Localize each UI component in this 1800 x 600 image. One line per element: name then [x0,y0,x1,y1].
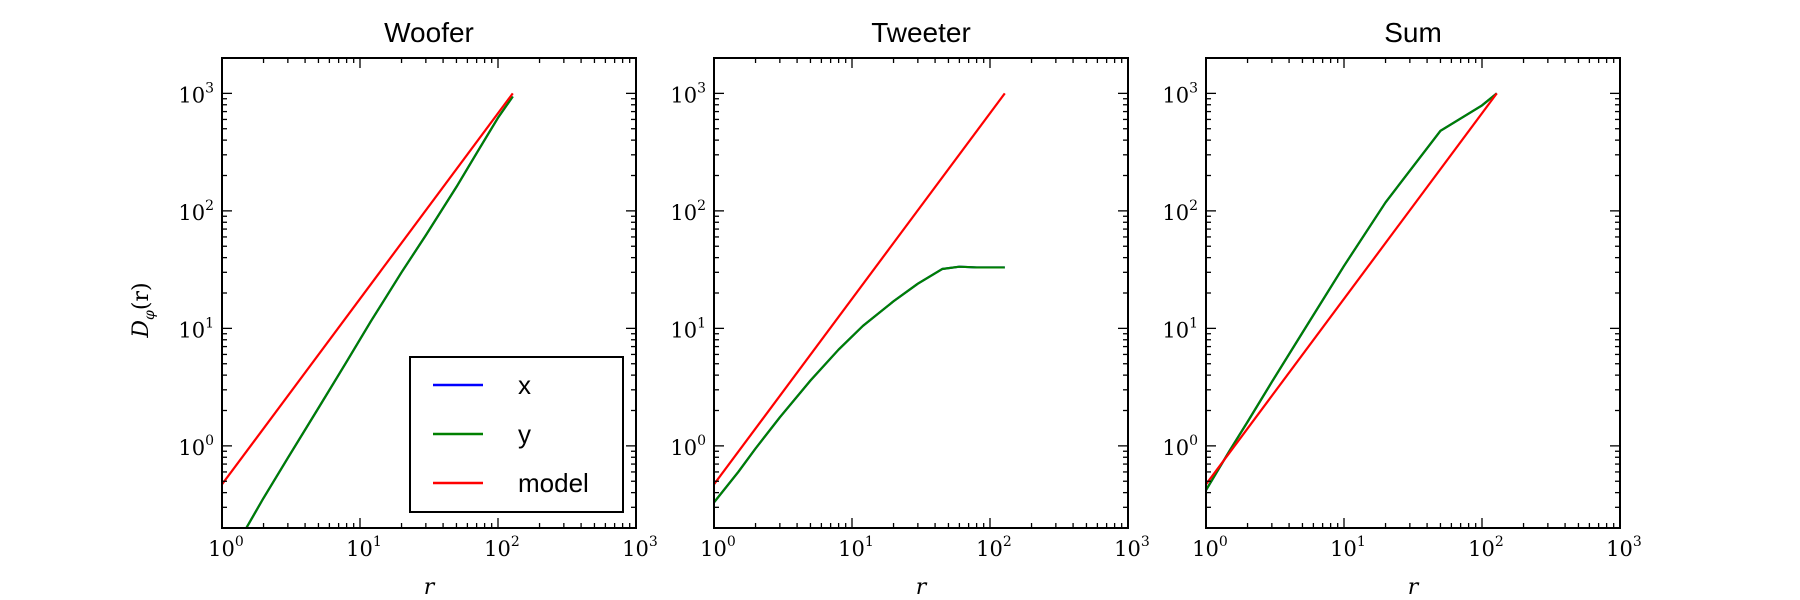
y-tick-label: 100 [1162,433,1198,460]
series-line-model [714,92,1006,486]
ylabel-args: (r) [129,282,154,310]
x-tick-label: 100 [208,534,244,561]
panel-title: Sum [1384,17,1442,48]
series-group [1206,92,1498,491]
x-tick-label: 103 [1114,534,1150,561]
y-tick-label: 100 [178,433,214,460]
y-tick-label: 102 [1162,198,1198,225]
x-tick-label: 101 [838,534,874,561]
x-axis-label: r [916,575,928,600]
y-tick-label: 102 [178,198,214,225]
ticks [713,57,1129,529]
ylabel-sub: φ [142,310,158,320]
y-tick-label: 103 [670,80,706,107]
ticks [221,57,637,529]
x-tick-label: 100 [700,534,736,561]
y-tick-label: 103 [178,80,214,107]
panel-title: Tweeter [871,17,971,48]
panels: 100 101 102 103100101102103Wooferrxymodel10… [178,17,1641,600]
x-axis-label: r [424,575,436,600]
legend: xy model [409,356,624,513]
y-tick-label: 100 [670,433,706,460]
series-line-y [714,265,1005,504]
series-group [714,92,1006,504]
panel-woofer: 100 101 102 103 100 101 102 103 Woofer r xy model [178,17,657,600]
panel-tweeter: 100 101 102 103 100 101 102 103 Tweeter r [670,17,1149,600]
y-tick-label: 101 [178,315,214,342]
plot-frame [713,57,1129,529]
series-group [222,92,514,528]
series-line-x [714,265,1005,504]
x-tick-label: 101 [1330,534,1366,561]
x-tick-label: 103 [622,534,658,561]
plot-frame [1205,57,1621,529]
svg-text:Dφ(r): Dφ(r) [129,282,158,338]
x-tick-label: 102 [1468,534,1504,561]
y-axis-label: Dφ(r) [129,282,158,338]
legend-label-model: model [518,468,589,498]
legend-label-x: x [518,370,531,400]
x-tick-label: 100 [1192,534,1228,561]
y-tick-label: 101 [670,315,706,342]
panel-sum: 100 101 102 103 100 101 102 103 Sum r [1162,17,1641,600]
x-tick-label: 102 [484,534,520,561]
x-tick-label: 101 [346,534,382,561]
panel-title: Woofer [384,17,474,48]
x-axis-label: r [1408,575,1420,600]
y-tick-label: 101 [1162,315,1198,342]
legend-label-y: y [518,419,531,449]
ylabel-base: D [129,320,154,339]
y-tick-label: 103 [1162,80,1198,107]
x-tick-label: 102 [976,534,1012,561]
series-line-y [1206,92,1498,491]
series-line-model [222,92,514,486]
y-tick-label: 102 [670,198,706,225]
ticks [1205,57,1621,529]
series-line-model [1206,92,1498,486]
x-tick-label: 103 [1606,534,1642,561]
series-line-y [245,95,514,528]
